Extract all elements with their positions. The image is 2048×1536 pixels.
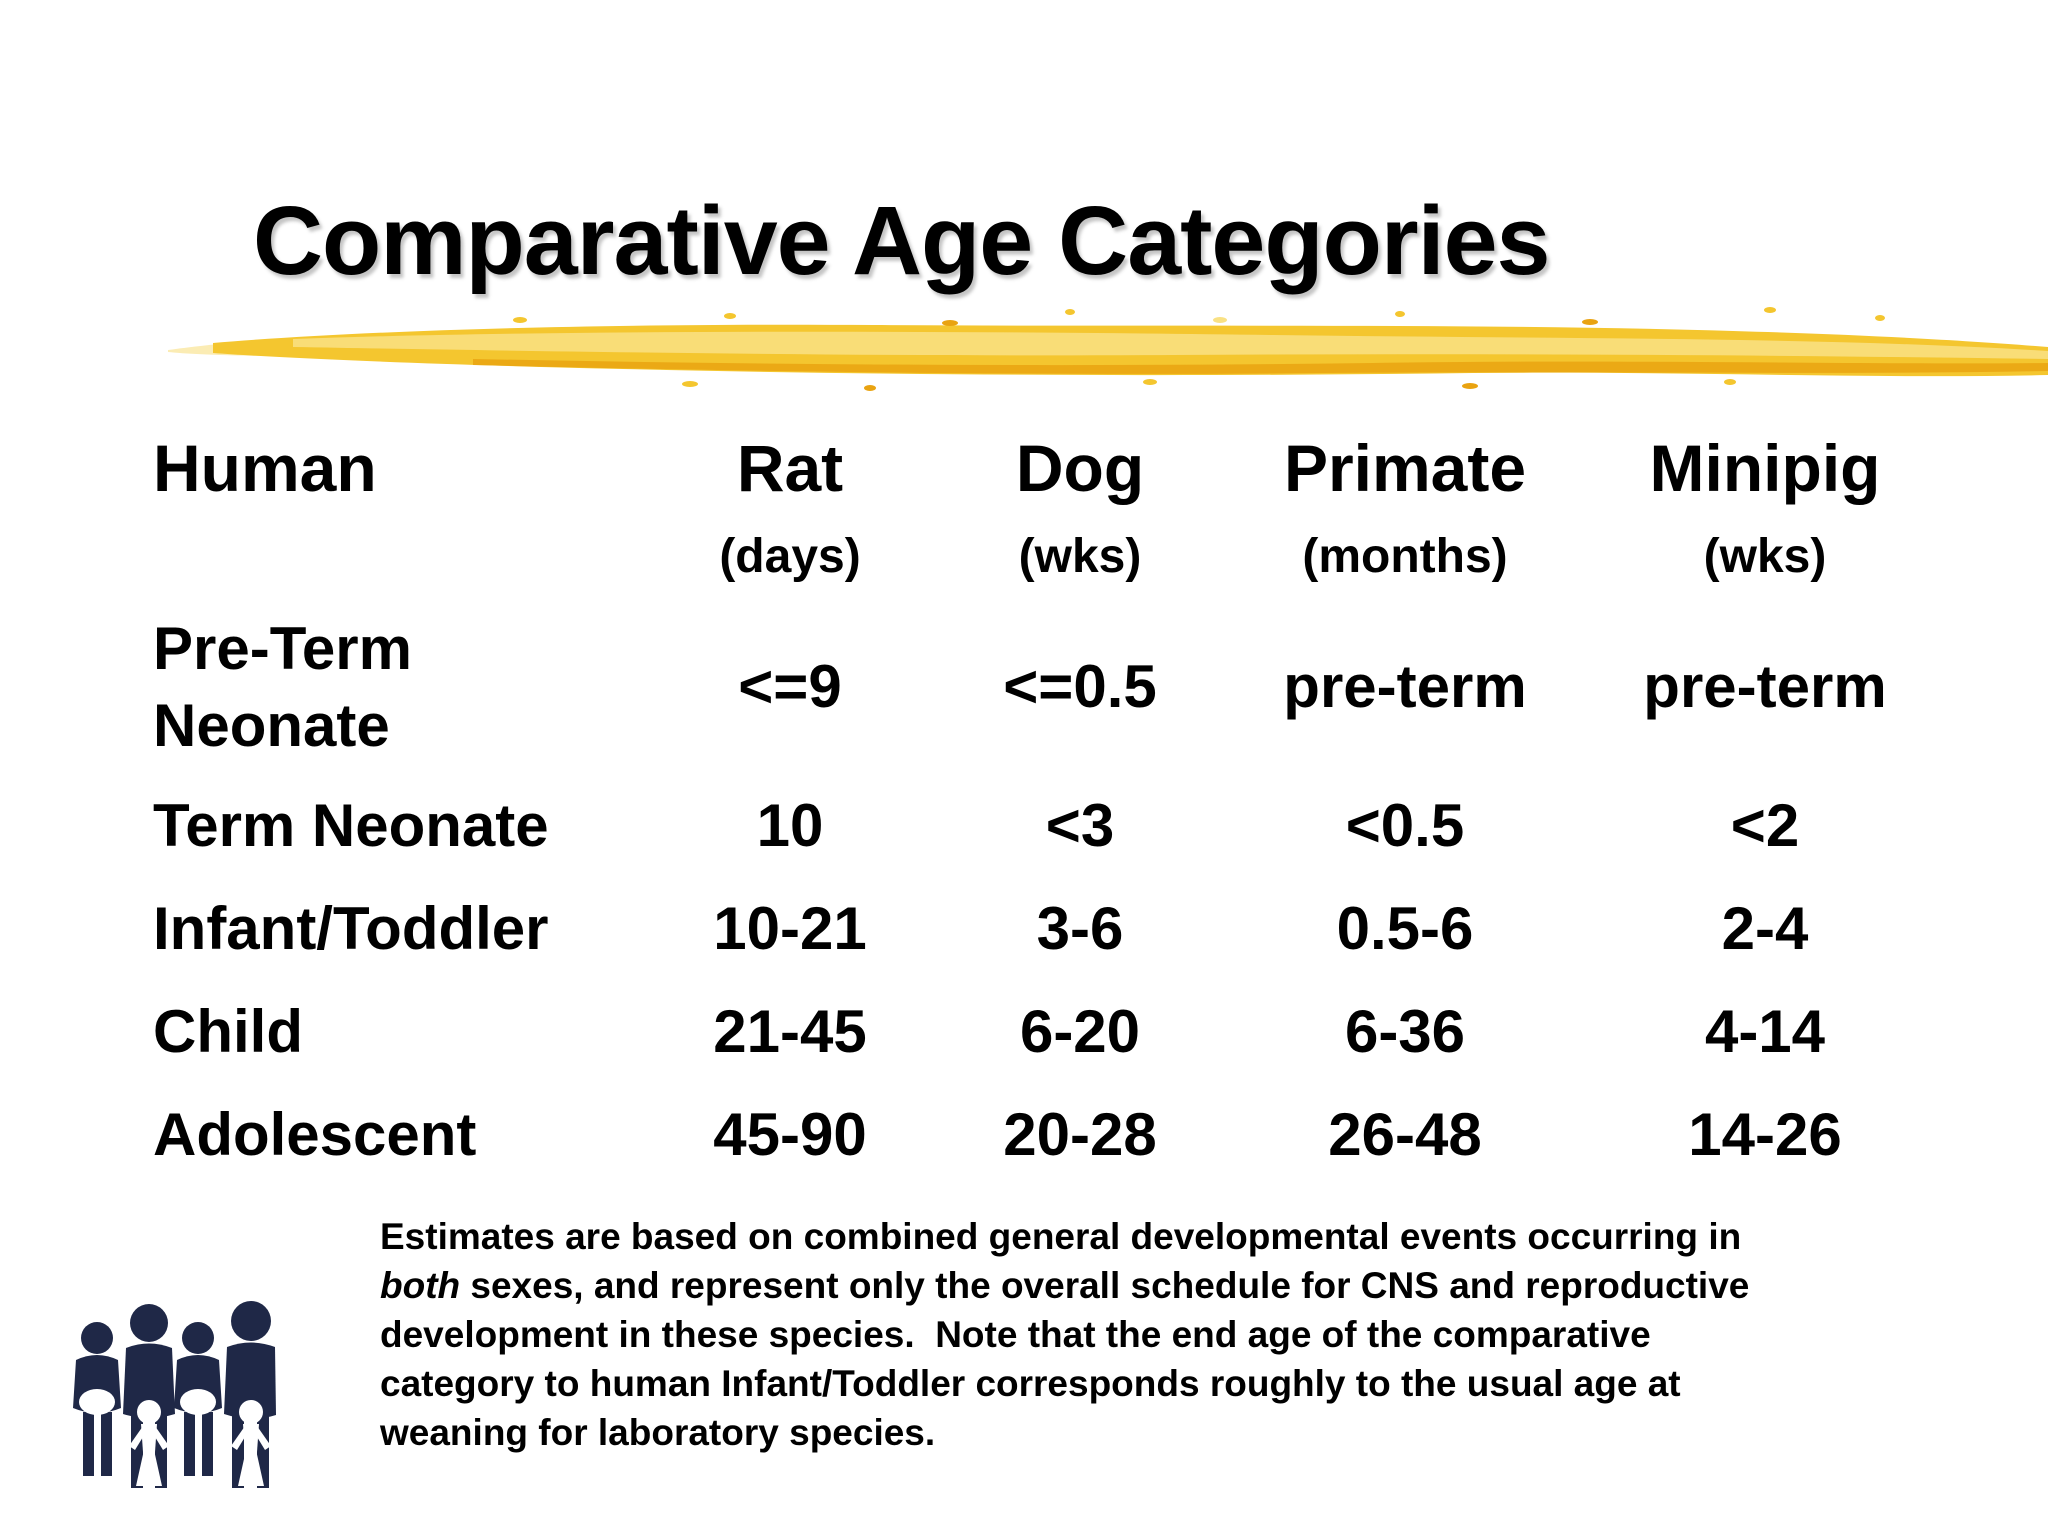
row-label: Infant/Toddler xyxy=(153,895,549,963)
cell-primate: 6-36 xyxy=(1344,998,1466,1066)
cell-dog: 6-20 xyxy=(1019,998,1141,1066)
table-row-preterm-neonate: Pre-Term Neonate <=9 <=0.5 pre-term pre-… xyxy=(153,600,1943,775)
page-title: Comparative Age Categories xyxy=(253,186,1550,295)
table-row-term-neonate: Term Neonate 10 <3 <0.5 <2 xyxy=(153,775,1943,878)
cell-dog: 20-28 xyxy=(1003,1101,1157,1169)
cell-primate: pre-term xyxy=(1283,653,1527,721)
column-header-dog: Dog xyxy=(1015,430,1145,505)
cell-minipig: pre-term xyxy=(1643,653,1887,721)
row-label: Adolescent xyxy=(153,1101,477,1169)
family-icon xyxy=(66,1296,276,1492)
footnote-line-2: both sexes, and represent only the overa… xyxy=(380,1261,1749,1310)
table-units-row: (days) (wks) (months) (wks) xyxy=(153,515,1943,600)
table-row-child: Child 21-45 6-20 6-36 4-14 xyxy=(153,981,1943,1084)
cell-dog: <3 xyxy=(1045,792,1115,860)
cell-rat: 45-90 xyxy=(713,1101,867,1169)
cell-minipig: 4-14 xyxy=(1704,998,1826,1066)
unit-dog: (wks) xyxy=(1018,530,1142,583)
footnote-line-4: category to human Infant/Toddler corresp… xyxy=(380,1363,1681,1404)
row-label: Child xyxy=(153,998,303,1066)
cell-primate: <0.5 xyxy=(1345,792,1465,860)
table-row-infant-toddler: Infant/Toddler 10-21 3-6 0.5-6 2-4 xyxy=(153,878,1943,981)
brush-stroke-underline xyxy=(168,296,2048,396)
footnote-line-3: development in these species. Note that … xyxy=(380,1314,1651,1355)
row-label: Term Neonate xyxy=(153,792,549,860)
footnote-line-1: Estimates are based on combined general … xyxy=(380,1216,1742,1257)
comparative-age-table: Human Rat Dog Primate Minipig (days) (wk… xyxy=(153,420,1943,1187)
cell-minipig: 2-4 xyxy=(1721,895,1809,963)
unit-rat: (days) xyxy=(719,530,861,583)
unit-primate: (months) xyxy=(1302,530,1508,583)
cell-dog: 3-6 xyxy=(1036,895,1124,963)
cell-dog: <=0.5 xyxy=(1003,653,1157,721)
unit-minipig: (wks) xyxy=(1703,530,1827,583)
family-silhouette-icon xyxy=(73,1301,276,1488)
cell-rat: 10 xyxy=(756,792,824,860)
cell-rat: <=9 xyxy=(738,653,842,721)
row-label: Pre-Term Neonate xyxy=(153,614,412,759)
column-header-primate: Primate xyxy=(1283,430,1527,505)
footnote-text: Estimates are based on combined general … xyxy=(380,1212,1749,1457)
cell-rat: 21-45 xyxy=(713,998,867,1066)
footnote-line-2-rest: sexes, and represent only the overall sc… xyxy=(460,1265,1750,1306)
column-header-human: Human xyxy=(153,430,377,505)
table-header-row: Human Rat Dog Primate Minipig xyxy=(153,420,1943,515)
cell-minipig: 14-26 xyxy=(1688,1101,1842,1169)
column-header-minipig: Minipig xyxy=(1649,430,1881,505)
footnote-line-5: weaning for laboratory species. xyxy=(380,1412,936,1453)
table-row-adolescent: Adolescent 45-90 20-28 26-48 14-26 xyxy=(153,1084,1943,1187)
cell-minipig: <2 xyxy=(1730,792,1800,860)
unit-human xyxy=(153,515,640,529)
cell-rat: 10-21 xyxy=(713,895,867,963)
brush-stroke-icon xyxy=(168,307,2048,391)
cell-primate: 26-48 xyxy=(1328,1101,1482,1169)
footnote-italic-word: both xyxy=(380,1265,461,1306)
column-header-rat: Rat xyxy=(736,430,844,505)
cell-primate: 0.5-6 xyxy=(1336,895,1474,963)
